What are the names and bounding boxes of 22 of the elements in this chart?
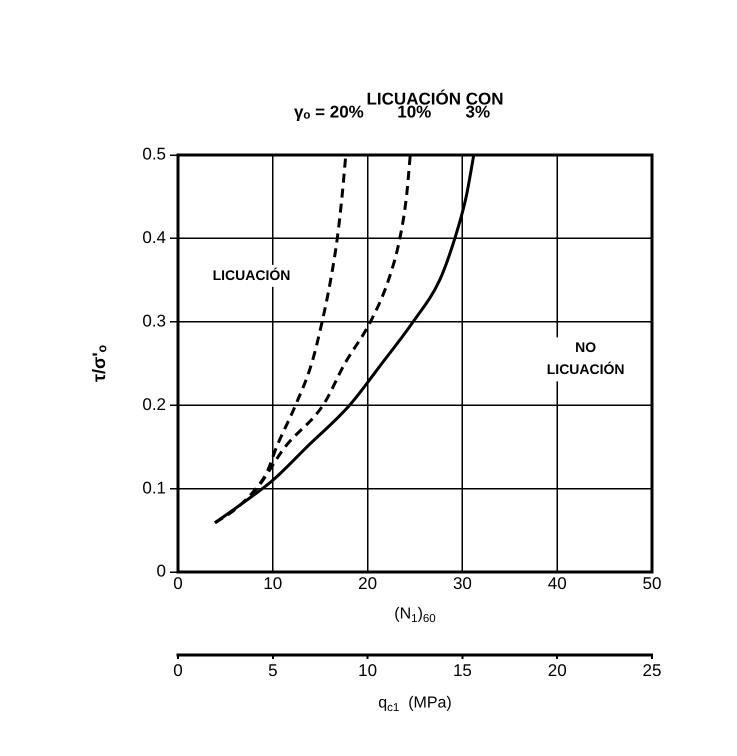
y-tick-label: 0.3 <box>142 311 166 330</box>
y-tick-label: 0.1 <box>142 478 166 498</box>
text: γₒ = 20% <box>294 102 364 122</box>
annotation: NO LICUACIÓN <box>546 339 625 378</box>
x2-tick-label: 15 <box>452 660 472 680</box>
x-tick-label: 20 <box>358 574 378 593</box>
x2-tick-label: 0 <box>173 660 183 680</box>
x2-tick-label: 20 <box>548 660 567 680</box>
annotation: LICUACIÓN <box>212 266 290 283</box>
x2-tick-label: 5 <box>268 660 278 680</box>
x-tick-label: 40 <box>548 574 567 593</box>
x2-tick-label: 10 <box>358 660 378 680</box>
x-tick-label: 30 <box>452 574 472 593</box>
x-tick-label: 10 <box>263 574 282 593</box>
x2-tick-label: 25 <box>642 660 662 680</box>
y-tick-label: 0.5 <box>142 144 166 164</box>
y-axis-title: τ/σ'ₒ <box>88 344 109 382</box>
y-tick-label: 0 <box>156 562 166 581</box>
y-tick-label: 0.2 <box>142 394 166 414</box>
x-tick-label: 0 <box>173 574 183 593</box>
y-tick-label: 0.4 <box>142 228 166 248</box>
x-tick-label: 50 <box>642 574 662 593</box>
